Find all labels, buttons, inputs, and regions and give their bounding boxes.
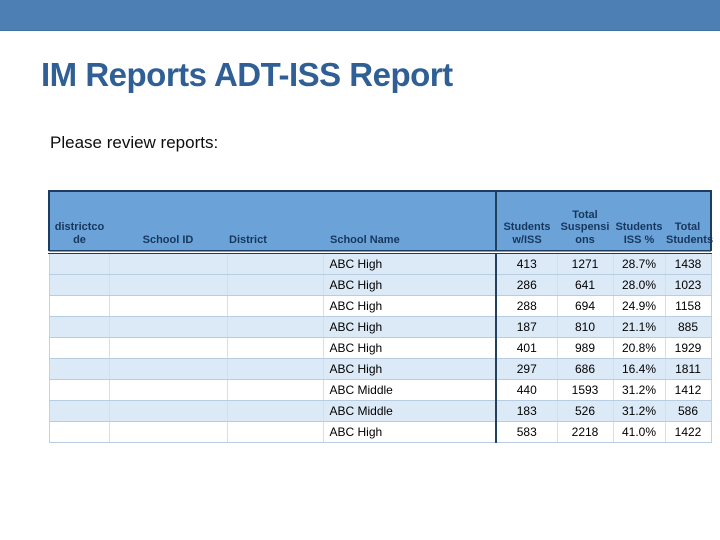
cell-districtcode [48, 274, 110, 296]
cell-students_iss_pct: 16.4% [612, 358, 666, 380]
cell-district [226, 379, 324, 401]
cell-total_students: 1929 [664, 337, 712, 359]
cell-district [226, 337, 324, 359]
column-header-district: District [227, 190, 323, 254]
cell-students_iss_pct: 31.2% [612, 379, 666, 401]
table-row: ABC High 286 641 28.0% 1023 [48, 274, 712, 296]
cell-school_id [108, 421, 228, 443]
cell-school_id [108, 400, 228, 422]
cell-total_students: 1422 [664, 421, 712, 443]
cell-districtcode [48, 400, 110, 422]
cell-total_suspensions: 1271 [556, 251, 614, 275]
cell-students_w_iss: 288 [495, 295, 558, 317]
table-row: ABC High 583 2218 41.0% 1422 [48, 421, 712, 443]
cell-districtcode [48, 337, 110, 359]
cell-students_iss_pct: 20.8% [612, 337, 666, 359]
cell-districtcode [48, 251, 110, 275]
table-row: ABC High 401 989 20.8% 1929 [48, 337, 712, 359]
cell-school_id [108, 274, 228, 296]
cell-total_students: 1158 [664, 295, 712, 317]
cell-students_w_iss: 440 [495, 379, 558, 401]
cell-total_suspensions: 694 [556, 295, 614, 317]
cell-school_id [108, 337, 228, 359]
cell-school_name: ABC High [322, 295, 497, 317]
column-header-total_students: Total Students [665, 190, 713, 254]
cell-district [226, 421, 324, 443]
slide-top-accent-band [0, 0, 720, 31]
cell-total_students: 1811 [664, 358, 712, 380]
cell-districtcode [48, 421, 110, 443]
cell-district [226, 316, 324, 338]
cell-districtcode [48, 295, 110, 317]
slide-subtitle: Please review reports: [50, 133, 219, 152]
cell-students_w_iss: 183 [495, 400, 558, 422]
cell-students_w_iss: 413 [495, 251, 558, 275]
cell-total_students: 1023 [664, 274, 712, 296]
cell-students_w_iss: 286 [495, 274, 558, 296]
cell-students_w_iss: 401 [495, 337, 558, 359]
cell-district [226, 251, 324, 275]
cell-school_id [108, 295, 228, 317]
cell-students_w_iss: 297 [495, 358, 558, 380]
report-table-body: ABC High 413 1271 28.7% 1438 ABC High 286 641 28… [48, 251, 712, 443]
cell-students_iss_pct: 31.2% [612, 400, 666, 422]
cell-school_id [108, 316, 228, 338]
cell-school_id [108, 358, 228, 380]
cell-students_iss_pct: 28.7% [612, 251, 666, 275]
page-title: IM Reports ADT-ISS Report [41, 56, 453, 93]
header-row: districtco de School ID District School Name… [48, 190, 713, 254]
report-table-header: districtco de School ID District School Name… [48, 190, 713, 254]
column-header-students_w_iss: Students w/ISS [496, 190, 557, 254]
cell-district [226, 274, 324, 296]
cell-total_suspensions: 2218 [556, 421, 614, 443]
cell-districtcode [48, 379, 110, 401]
cell-district [226, 358, 324, 380]
cell-school_name: ABC High [322, 421, 497, 443]
column-header-students_iss_pct: Students ISS % [613, 190, 665, 254]
column-header-total_suspensions: Total Suspensi ons [557, 190, 613, 254]
cell-school_name: ABC Middle [322, 400, 497, 422]
cell-total_suspensions: 989 [556, 337, 614, 359]
cell-school_name: ABC High [322, 316, 497, 338]
cell-school_id [108, 251, 228, 275]
cell-school_id [108, 379, 228, 401]
cell-total_suspensions: 686 [556, 358, 614, 380]
adt-iss-report-table: districtco de School ID District School Name… [48, 190, 713, 443]
cell-district [226, 295, 324, 317]
cell-students_w_iss: 187 [495, 316, 558, 338]
column-header-school_name: School Name [323, 190, 497, 254]
table-row: ABC High 288 694 24.9% 1158 [48, 295, 712, 317]
cell-total_students: 586 [664, 400, 712, 422]
cell-students_iss_pct: 21.1% [612, 316, 666, 338]
table-row: ABC High 297 686 16.4% 1811 [48, 358, 712, 380]
cell-students_iss_pct: 41.0% [612, 421, 666, 443]
cell-district [226, 400, 324, 422]
table-row: ABC Middle 440 1593 31.2% 1412 [48, 379, 712, 401]
column-header-school_id: School ID [109, 190, 227, 254]
cell-total_students: 1438 [664, 251, 712, 275]
cell-districtcode [48, 358, 110, 380]
cell-districtcode [48, 316, 110, 338]
cell-total_suspensions: 810 [556, 316, 614, 338]
cell-students_iss_pct: 24.9% [612, 295, 666, 317]
cell-school_name: ABC High [322, 337, 497, 359]
cell-school_name: ABC High [322, 358, 497, 380]
table-row: ABC High 413 1271 28.7% 1438 [48, 251, 712, 275]
cell-total_suspensions: 641 [556, 274, 614, 296]
cell-students_iss_pct: 28.0% [612, 274, 666, 296]
table-row: ABC High 187 810 21.1% 885 [48, 316, 712, 338]
cell-school_name: ABC High [322, 274, 497, 296]
cell-total_students: 885 [664, 316, 712, 338]
cell-total_suspensions: 1593 [556, 379, 614, 401]
cell-school_name: ABC Middle [322, 379, 497, 401]
table-row: ABC Middle 183 526 31.2% 586 [48, 400, 712, 422]
cell-school_name: ABC High [322, 251, 497, 275]
cell-students_w_iss: 583 [495, 421, 558, 443]
column-header-districtcode: districtco de [48, 190, 109, 254]
cell-total_students: 1412 [664, 379, 712, 401]
cell-total_suspensions: 526 [556, 400, 614, 422]
